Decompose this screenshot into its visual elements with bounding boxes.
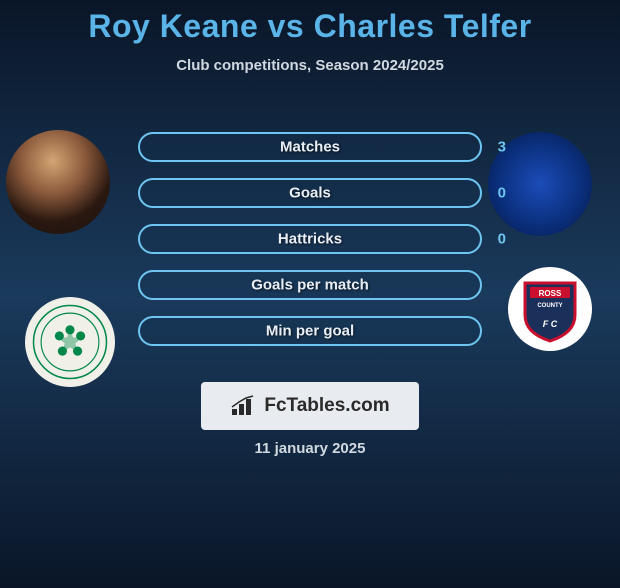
stat-label: Min per goal (266, 323, 354, 340)
stats-container: Matches 3 Goals 0 Hattricks 0 Goals per … (138, 132, 482, 362)
club-logo-celtic (25, 297, 115, 387)
date-text: 11 january 2025 (255, 440, 366, 457)
subtitle: Club competitions, Season 2024/2025 (0, 57, 620, 74)
stat-value-right: 0 (498, 231, 506, 248)
stat-label: Goals (289, 185, 331, 202)
club-logo-ross-county: ROSS COUNTY F C (508, 267, 592, 351)
stat-bar-min-per-goal: Min per goal (138, 316, 482, 346)
stat-bar-hattricks: Hattricks 0 (138, 224, 482, 254)
svg-text:COUNTY: COUNTY (537, 303, 562, 309)
ross-county-logo-icon: ROSS COUNTY F C (520, 275, 580, 343)
fctables-text: FcTables.com (264, 395, 389, 417)
fctables-badge[interactable]: FcTables.com (201, 382, 419, 430)
svg-text:ROSS: ROSS (539, 289, 562, 298)
stat-bar-goals-per-match: Goals per match (138, 270, 482, 300)
stat-value-right: 0 (498, 185, 506, 202)
stat-label: Matches (280, 139, 340, 156)
celtic-logo-icon (32, 304, 108, 380)
stat-value-right: 3 (498, 139, 506, 156)
fctables-chart-icon (230, 395, 258, 417)
stat-bar-goals: Goals 0 (138, 178, 482, 208)
stat-label: Goals per match (251, 277, 369, 294)
svg-text:F C: F C (543, 319, 558, 329)
player-photo-left (6, 130, 110, 234)
page-title: Roy Keane vs Charles Telfer (0, 8, 620, 45)
stat-bar-matches: Matches 3 (138, 132, 482, 162)
stat-label: Hattricks (278, 231, 342, 248)
